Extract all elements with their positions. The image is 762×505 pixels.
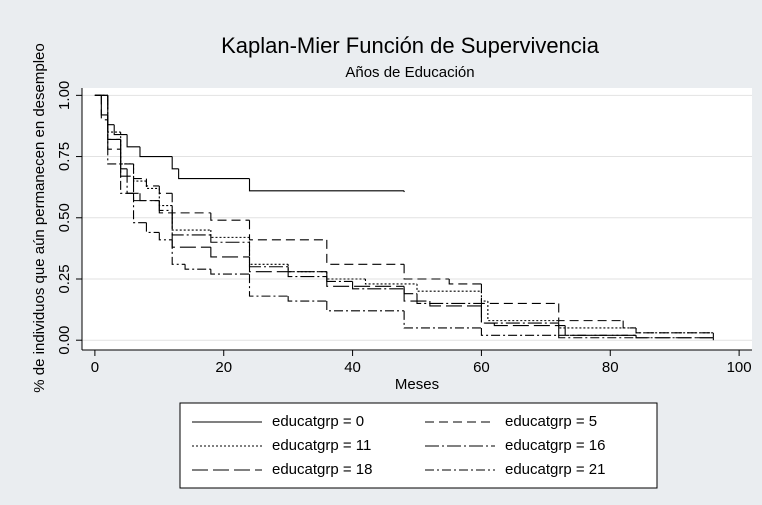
legend-label: educatgrp = 18 xyxy=(272,461,373,478)
step-segment xyxy=(248,274,289,297)
step-segment xyxy=(287,264,327,273)
step-segment xyxy=(364,278,417,285)
step-segment xyxy=(210,230,250,238)
y-tick-label: 0.25 xyxy=(56,264,73,293)
step-segment xyxy=(132,193,147,224)
step-segment xyxy=(139,146,173,158)
step-segment xyxy=(326,301,405,312)
step-segment xyxy=(210,212,250,221)
step-segment xyxy=(352,281,405,290)
step-segment xyxy=(210,234,250,243)
x-tick-label: 20 xyxy=(215,359,232,376)
step-segment xyxy=(416,293,482,305)
step-segment xyxy=(100,95,108,121)
step-segment xyxy=(558,335,637,339)
step-segment xyxy=(248,220,327,241)
step-segment xyxy=(287,266,327,278)
legend-label: educatgrp = 11 xyxy=(272,437,371,454)
legend-label: educatgrp = 5 xyxy=(505,413,597,430)
step-segment xyxy=(493,323,559,327)
step-segment xyxy=(107,95,121,165)
step-segment xyxy=(158,232,173,241)
x-tick-label: 60 xyxy=(473,359,490,376)
y-tick-label: 0.00 xyxy=(56,326,73,355)
step-segment xyxy=(326,271,405,287)
plot-area xyxy=(82,88,752,350)
step-segment xyxy=(113,124,128,136)
x-tick-label: 80 xyxy=(602,359,619,376)
legend xyxy=(179,402,658,489)
legend-label: educatgrp = 0 xyxy=(272,413,364,430)
chart-subtitle: Años de Educación xyxy=(345,64,474,81)
step-segment xyxy=(210,247,250,258)
step-segment xyxy=(403,310,482,329)
legend-label: educatgrp = 21 xyxy=(505,461,606,478)
step-segment xyxy=(326,271,366,280)
step-segment xyxy=(248,256,327,273)
y-axis-label: % de individuos que aún permanecen en de… xyxy=(31,43,48,392)
step-segment xyxy=(480,327,559,336)
step-segment xyxy=(635,335,714,339)
step-segment xyxy=(635,327,714,334)
step-segment xyxy=(210,269,250,275)
x-axis-label: Meses xyxy=(395,376,439,393)
x-tick-label: 100 xyxy=(727,359,752,376)
step-segment xyxy=(120,163,134,194)
step-segment xyxy=(448,278,482,285)
step-segment xyxy=(326,239,405,265)
step-segment xyxy=(287,296,327,302)
step-segment xyxy=(480,291,488,302)
step-segment xyxy=(158,200,173,214)
step-segment xyxy=(184,264,211,270)
legend-label: educatgrp = 16 xyxy=(505,437,606,454)
y-tick-label: 0.50 xyxy=(56,203,73,232)
step-segment xyxy=(178,168,250,180)
step-segment xyxy=(403,286,430,302)
step-segment xyxy=(248,178,405,192)
x-tick-label: 0 xyxy=(91,359,99,376)
chart-title: Kaplan-Mier Función de Supervivencia xyxy=(221,33,600,58)
step-segment xyxy=(120,132,134,165)
step-segment xyxy=(480,305,495,324)
step-segment xyxy=(171,156,179,170)
step-segment xyxy=(171,239,186,265)
x-tick-label: 40 xyxy=(344,359,361,376)
y-tick-label: 1.00 xyxy=(56,81,73,110)
step-segment xyxy=(429,301,482,307)
y-tick-label: 0.75 xyxy=(56,142,73,171)
step-segment xyxy=(126,134,140,148)
step-segment xyxy=(145,222,160,234)
step-segment xyxy=(403,264,450,280)
